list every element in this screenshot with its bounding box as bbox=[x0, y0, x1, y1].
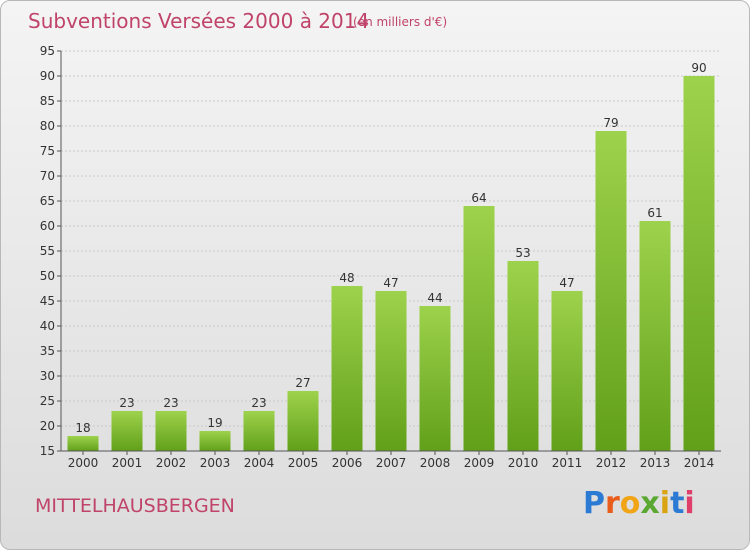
x-tick-label: 2011 bbox=[552, 456, 583, 470]
bar-2004 bbox=[243, 411, 275, 451]
x-tick-label: 2001 bbox=[112, 456, 143, 470]
data-label: 27 bbox=[295, 376, 310, 390]
x-tick-label: 2012 bbox=[596, 456, 627, 470]
y-tick-label: 50 bbox=[40, 269, 55, 283]
y-tick-label: 15 bbox=[40, 444, 55, 458]
data-label: 90 bbox=[691, 61, 706, 75]
bar-2001 bbox=[111, 411, 143, 451]
y-tick-label: 65 bbox=[40, 194, 55, 208]
unit-label: (en milliers d'€) bbox=[353, 15, 448, 29]
x-tick-label: 2009 bbox=[464, 456, 495, 470]
logo-letter: t bbox=[670, 486, 685, 521]
y-tick-label: 95 bbox=[40, 44, 55, 58]
bar-2010 bbox=[507, 261, 539, 451]
logo-letter: r bbox=[605, 486, 620, 521]
logo-letter: x bbox=[640, 486, 660, 521]
bar-2002 bbox=[155, 411, 187, 451]
x-tick-label: 2013 bbox=[640, 456, 671, 470]
y-tick-label: 80 bbox=[40, 119, 55, 133]
data-label: 23 bbox=[119, 396, 134, 410]
x-tick-label: 2002 bbox=[156, 456, 187, 470]
y-tick-label: 60 bbox=[40, 219, 55, 233]
bar-2012 bbox=[595, 131, 627, 451]
y-tick-label: 20 bbox=[40, 419, 55, 433]
data-label: 64 bbox=[471, 191, 486, 205]
y-tick-label: 25 bbox=[40, 394, 55, 408]
x-tick-label: 2003 bbox=[200, 456, 231, 470]
y-tick-label: 55 bbox=[40, 244, 55, 258]
data-label: 23 bbox=[251, 396, 266, 410]
bar-2007 bbox=[375, 291, 407, 451]
y-tick-label: 30 bbox=[40, 369, 55, 383]
y-tick-label: 35 bbox=[40, 344, 55, 358]
x-tick-label: 2008 bbox=[420, 456, 451, 470]
bar-2009 bbox=[463, 206, 495, 451]
x-tick-label: 2005 bbox=[288, 456, 319, 470]
x-tick-label: 2010 bbox=[508, 456, 539, 470]
data-label: 18 bbox=[75, 421, 90, 435]
commune-name: MITTELHAUSBERGEN bbox=[35, 495, 235, 517]
y-tick-label: 70 bbox=[40, 169, 55, 183]
data-label: 47 bbox=[559, 276, 574, 290]
data-label: 53 bbox=[515, 246, 530, 260]
bar-2008 bbox=[419, 306, 451, 451]
x-tick-label: 2004 bbox=[244, 456, 275, 470]
data-label: 48 bbox=[339, 271, 354, 285]
data-label: 19 bbox=[207, 416, 222, 430]
bar-2014 bbox=[683, 76, 715, 451]
bar-2006 bbox=[331, 286, 363, 451]
bar-2005 bbox=[287, 391, 319, 451]
proxiti-logo: Proxiti bbox=[583, 486, 695, 521]
y-tick-label: 85 bbox=[40, 94, 55, 108]
y-tick-label: 40 bbox=[40, 319, 55, 333]
chart-title: Subventions Versées 2000 à 2014 bbox=[28, 9, 370, 33]
x-tick-label: 2014 bbox=[684, 456, 715, 470]
data-label: 23 bbox=[163, 396, 178, 410]
bar-2013 bbox=[639, 221, 671, 451]
logo-letter: o bbox=[619, 486, 641, 521]
y-tick-label: 45 bbox=[40, 294, 55, 308]
data-label: 61 bbox=[647, 206, 662, 220]
bar-2000 bbox=[67, 436, 99, 451]
data-label: 47 bbox=[383, 276, 398, 290]
x-tick-label: 2006 bbox=[332, 456, 363, 470]
logo-letter: i bbox=[659, 486, 671, 521]
x-tick-label: 2000 bbox=[68, 456, 99, 470]
logo-letter: P bbox=[583, 486, 605, 521]
x-tick-label: 2007 bbox=[376, 456, 407, 470]
data-label: 79 bbox=[603, 116, 618, 130]
y-tick-label: 75 bbox=[40, 144, 55, 158]
data-label: 44 bbox=[427, 291, 442, 305]
bar-2011 bbox=[551, 291, 583, 451]
bar-2003 bbox=[199, 431, 231, 451]
y-tick-label: 90 bbox=[40, 69, 55, 83]
logo-letter: i bbox=[684, 486, 695, 521]
